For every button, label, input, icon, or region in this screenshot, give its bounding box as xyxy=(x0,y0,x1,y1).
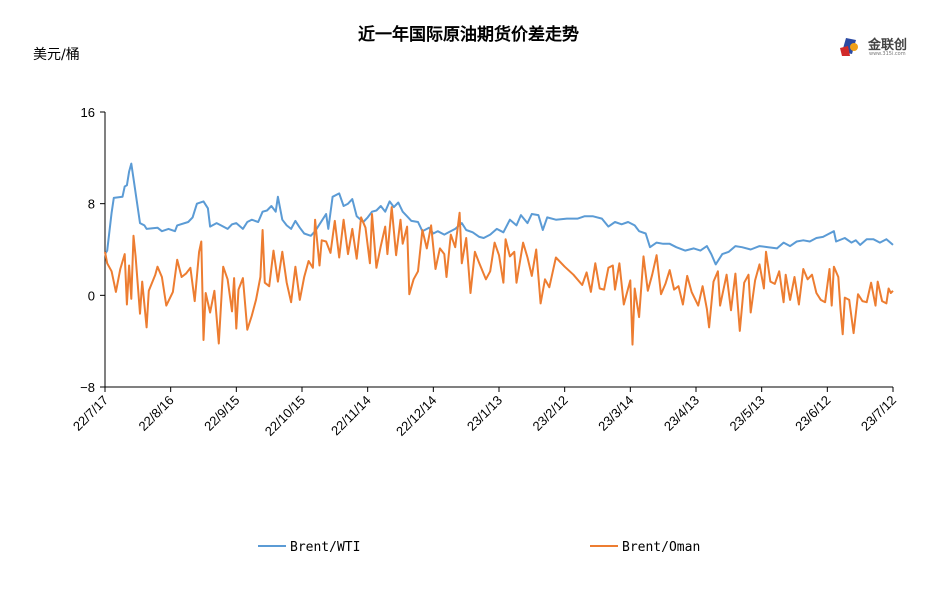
y-axis-unit-label: 美元/桶 xyxy=(33,47,80,63)
y-tick-label: 0 xyxy=(88,288,95,303)
x-tick-label: 22/11/14 xyxy=(328,393,374,439)
x-tick-label: 22/9/15 xyxy=(201,393,242,434)
x-tick-label: 22/10/15 xyxy=(262,393,308,439)
series-line-brent-oman xyxy=(104,206,894,346)
x-tick-label: 22/7/17 xyxy=(70,393,111,434)
y-tick-label: 8 xyxy=(88,197,95,212)
x-tick-label: 23/7/12 xyxy=(858,393,899,434)
x-tick-label: 23/5/13 xyxy=(727,393,768,434)
logo-subtext: www.315i.com xyxy=(869,51,906,57)
x-tick-label: 23/2/12 xyxy=(530,393,571,434)
x-tick-label: 23/3/14 xyxy=(595,393,636,434)
y-tick-label: −8 xyxy=(80,380,95,395)
y-axis-ticks: 16 8 0 −8 xyxy=(80,105,105,395)
x-tick-label: 23/4/13 xyxy=(661,393,702,434)
series-line-brent-wti xyxy=(104,162,894,266)
axes xyxy=(104,112,893,388)
x-axis-ticks: 22/7/17 22/8/16 22/9/15 22/10/15 22/11/14 22/… xyxy=(70,387,899,439)
legend-label: Brent/WTI xyxy=(290,540,360,555)
legend-label: Brent/Oman xyxy=(622,540,700,555)
x-tick-label: 22/12/14 xyxy=(393,393,439,439)
legend: Brent/WTI Brent/Oman xyxy=(258,540,700,555)
y-tick-label: 16 xyxy=(81,105,95,120)
series-group xyxy=(104,162,894,346)
x-tick-label: 23/1/13 xyxy=(464,393,505,434)
logo-text: 金联创 xyxy=(868,38,908,53)
chart-title: 近一年国际原油期货价差走势 xyxy=(358,25,579,45)
x-tick-label: 22/8/16 xyxy=(136,393,177,434)
x-tick-label: 23/6/12 xyxy=(792,393,833,434)
logo-icon xyxy=(840,38,858,56)
